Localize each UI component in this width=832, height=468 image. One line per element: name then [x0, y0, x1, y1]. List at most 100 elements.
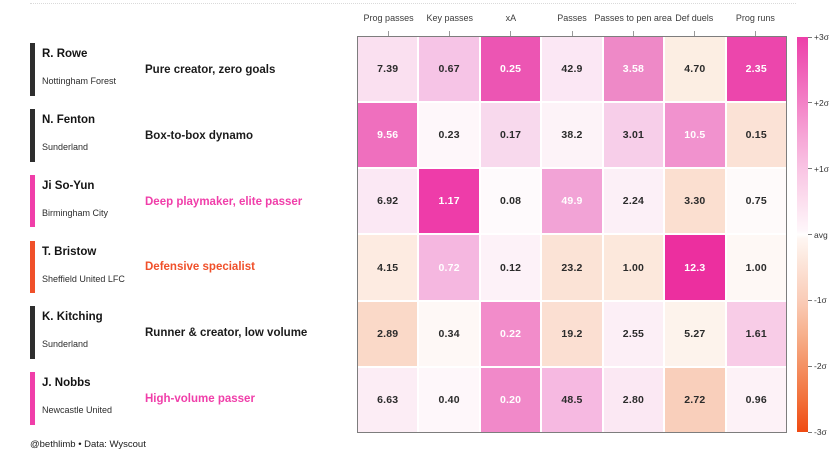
- heatmap-cell: 0.08: [480, 169, 541, 234]
- player-accent-bar: [30, 108, 35, 162]
- player-name: T. Bristow: [42, 245, 97, 258]
- column-header: Key passes: [426, 13, 473, 23]
- player-name: K. Kitching: [42, 311, 103, 324]
- heatmap-cell: 10.5: [665, 103, 725, 168]
- heatmap-cell: 42.9: [542, 37, 602, 102]
- player-annotation: Pure creator, zero goals: [145, 63, 276, 76]
- heatmap-cell: 2.89: [358, 301, 418, 366]
- heatmap-cell: 38.2: [542, 103, 602, 168]
- player-club: Sunderland: [42, 141, 89, 152]
- player-name: Ji So-Yun: [42, 179, 95, 192]
- heatmap-cell: 2.35: [726, 37, 786, 102]
- column-tick-mark: [571, 31, 573, 37]
- heatmap-cell: 0.22: [480, 301, 541, 366]
- colorbar: [797, 37, 808, 432]
- player-annotation: High-volume passer: [145, 393, 255, 406]
- heatmap-cell: 12.3: [665, 235, 725, 300]
- heatmap-cell: 1.00: [603, 235, 664, 300]
- colorbar-tick-label: +2σ: [814, 97, 829, 108]
- heatmap-cell: 7.39: [358, 37, 418, 102]
- player-row: T. Bristow Sheffield United LFC Defensive …: [30, 235, 358, 301]
- heatmap-cell: 4.70: [665, 37, 725, 102]
- heatmap-cell: 23.2: [542, 235, 602, 300]
- colorbar-tick-label: -1σ: [814, 295, 827, 306]
- player-row: N. Fenton Sunderland Box-to-box dynamo: [30, 103, 358, 169]
- heatmap-cell: 0.17: [480, 103, 541, 168]
- player-accent-bar: [30, 43, 35, 96]
- heatmap-cell: 0.67: [419, 37, 479, 102]
- column-tick-mark: [632, 31, 634, 37]
- player-name: R. Rowe: [42, 48, 88, 60]
- colorbar-tick-label: avg: [814, 229, 828, 240]
- heatmap-cell: 3.01: [603, 103, 664, 168]
- player-annotation: Deep playmaker, elite passer: [145, 195, 303, 208]
- player-annotation: Box-to-box dynamo: [145, 129, 253, 142]
- column-header: Passes: [557, 13, 587, 23]
- heatmap-grid: 7.39 0.67 0.25 42.9 3.58 4.70 2.35 9.56 0.23 0.17…: [357, 36, 787, 433]
- colorbar-tick: [808, 168, 812, 170]
- player-club: Nottingham Forest: [42, 76, 117, 86]
- colorbar-tick: [808, 234, 812, 235]
- heatmap-cell: 4.15: [358, 235, 418, 300]
- heatmap-cell: 0.15: [726, 103, 786, 168]
- player-club: Birmingham City: [42, 207, 109, 218]
- colorbar-tick: [808, 36, 812, 38]
- heatmap-cell: 0.25: [480, 37, 541, 102]
- colorbar-tick: [808, 431, 812, 433]
- player-accent-bar: [30, 372, 35, 425]
- player-accent-bar: [30, 174, 35, 228]
- column-header: Passes to pen area: [594, 13, 672, 23]
- heatmap-cell: 2.55: [603, 301, 664, 366]
- heatmap-cell: 6.63: [358, 367, 418, 432]
- player-accent-bar: [30, 306, 35, 360]
- credit-footer: @bethlimb • Data: Wyscout: [30, 439, 146, 450]
- column-header: Prog passes: [363, 13, 414, 23]
- heatmap-cell: 49.9: [542, 169, 602, 234]
- colorbar-tick: [808, 299, 812, 301]
- heatmap-cell: 2.80: [603, 367, 664, 432]
- player-club: Newcastle United: [42, 405, 113, 416]
- player-name: J. Nobbs: [42, 377, 91, 390]
- player-row: Ji So-Yun Birmingham City Deep playmaker, …: [30, 169, 358, 235]
- player-accent-bar: [30, 240, 35, 294]
- top-divider: [30, 3, 796, 4]
- player-annotation: Runner & creator, low volume: [145, 327, 308, 340]
- player-club: Sheffield United LFC: [42, 273, 125, 284]
- colorbar-tick-label: +1σ: [814, 163, 829, 174]
- player-row: R. Rowe Nottingham Forest Pure creator, ze…: [30, 37, 358, 103]
- heatmap-cell: 0.72: [419, 235, 479, 300]
- column-tick-mark: [449, 31, 451, 37]
- colorbar-tick: [808, 365, 812, 367]
- heatmap-cell: 0.75: [726, 169, 786, 234]
- colorbar-tick-label: -2σ: [814, 361, 827, 372]
- heatmap-cell: 2.72: [665, 367, 725, 432]
- heatmap-cell: 3.30: [665, 169, 725, 234]
- player-row: J. Nobbs Newcastle United High-volume pass…: [30, 366, 358, 432]
- player-row: K. Kitching Sunderland Runner & creator, l…: [30, 300, 358, 366]
- heatmap-cell: 1.61: [726, 301, 786, 366]
- heatmap-cell: 5.27: [665, 301, 725, 366]
- heatmap-cell: 0.23: [419, 103, 479, 168]
- colorbar-tick-label: +3σ: [814, 32, 829, 42]
- heatmap-cell: 0.96: [726, 367, 786, 432]
- heatmap-cell: 1.00: [726, 235, 786, 300]
- column-tick-mark: [388, 31, 390, 37]
- heatmap-cell: 6.92: [358, 169, 418, 234]
- heatmap-cell: 48.5: [542, 367, 602, 432]
- player-name: N. Fenton: [42, 113, 96, 126]
- heatmap-cell: 0.12: [480, 235, 541, 300]
- heatmap-cell: 0.40: [419, 367, 479, 432]
- heatmap-cell: 9.56: [358, 103, 418, 168]
- column-tick-mark: [510, 31, 512, 37]
- heatmap-cell: 3.58: [603, 37, 664, 102]
- colorbar-tick-label: -3σ: [814, 427, 827, 437]
- column-tick-mark: [693, 31, 695, 37]
- heatmap-cell: 0.34: [419, 301, 479, 366]
- heatmap-cell: 1.17: [419, 169, 479, 234]
- player-club: Sunderland: [42, 339, 89, 350]
- heatmap-cell: 19.2: [542, 301, 602, 366]
- heatmap-cell: 2.24: [603, 169, 664, 234]
- column-header: xA: [505, 13, 517, 23]
- player-annotation: Defensive specialist: [145, 261, 255, 274]
